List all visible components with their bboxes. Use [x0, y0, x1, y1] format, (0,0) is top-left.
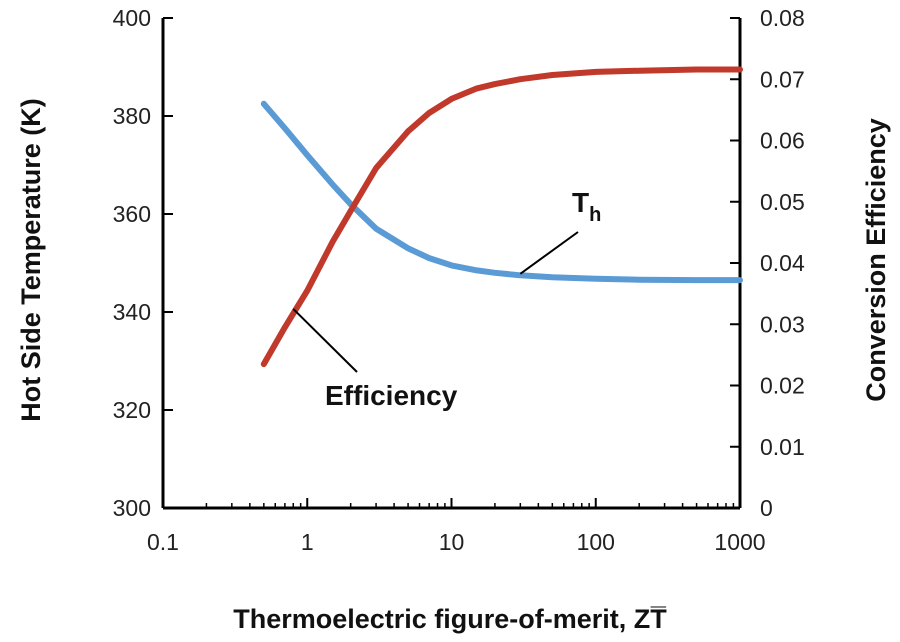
- series-layer: [260, 66, 743, 368]
- right-tick-label: 0: [760, 495, 773, 521]
- right-tick-label: 0.08: [760, 5, 805, 31]
- x-tick-label: 10: [439, 529, 465, 555]
- right-tick-label: 0.07: [760, 66, 805, 92]
- x-tick-label: 1000: [714, 529, 765, 555]
- left-tick-label: 300: [113, 495, 151, 521]
- right-axis-title: Conversion Efficiency: [861, 118, 891, 402]
- right-tick-label: 0.03: [760, 311, 805, 337]
- x-axis-title: Thermoelectric figure-of-merit, ZT̅: [233, 604, 667, 634]
- th-label: Th: [572, 187, 601, 226]
- x-axis-ticks: 0.1 1 10 100 1000: [147, 498, 766, 555]
- left-tick-label: 340: [113, 299, 151, 325]
- left-tick-label: 320: [113, 397, 151, 423]
- left-tick-label: 360: [113, 201, 151, 227]
- left-tick-label: 380: [113, 103, 151, 129]
- efficiency-leader-line: [292, 308, 358, 373]
- right-tick-label: 0.01: [760, 434, 805, 460]
- x-tick-label: 100: [577, 529, 615, 555]
- right-tick-label: 0.04: [760, 250, 805, 276]
- right-tick-label: 0.06: [760, 128, 805, 154]
- left-axis-ticks: 300 320 340 360 380 400: [113, 5, 173, 521]
- efficiency-label: Efficiency: [325, 380, 458, 411]
- right-tick-label: 0.02: [760, 373, 805, 399]
- right-axis-ticks: 0 0.01 0.02 0.03 0.04 0.05 0.06 0.07 0.08: [730, 5, 805, 521]
- th-label-subscript: h: [589, 204, 601, 226]
- series-line-th: [260, 100, 743, 284]
- annotations: Efficiency Th: [292, 187, 601, 411]
- th-leader-line: [519, 231, 579, 275]
- left-tick-label: 400: [113, 5, 151, 31]
- x-tick-label: 0.1: [147, 529, 179, 555]
- right-tick-label: 0.05: [760, 189, 805, 215]
- left-axis-title: Hot Side Temperature (K): [16, 98, 46, 422]
- series-line-efficiency: [260, 66, 743, 368]
- x-tick-label: 1: [301, 529, 314, 555]
